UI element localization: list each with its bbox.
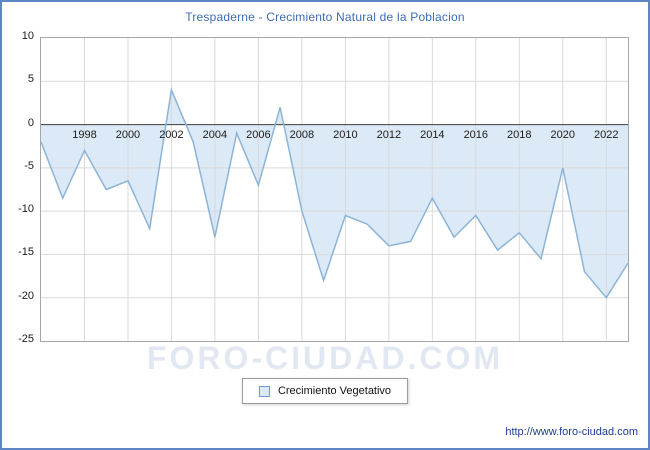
x-tick-label: 2020 bbox=[550, 128, 575, 141]
footer-url: http://www.foro-ciudad.com bbox=[505, 426, 638, 438]
x-tick-label: 2012 bbox=[376, 128, 402, 141]
x-tick-label: 2000 bbox=[115, 128, 141, 141]
area-fill bbox=[41, 89, 628, 298]
x-tick-label: 2008 bbox=[289, 128, 315, 141]
y-tick-label: 0 bbox=[27, 116, 34, 129]
y-tick-label: -5 bbox=[24, 159, 34, 172]
x-tick-label: 2014 bbox=[420, 128, 445, 141]
y-tick-label: 5 bbox=[27, 73, 34, 86]
y-tick-label: -25 bbox=[18, 333, 34, 345]
x-tick-label: 2004 bbox=[202, 128, 228, 141]
y-axis-labels: 10 5 0 -5 -10 -15 -20 -25 bbox=[2, 2, 36, 448]
x-tick-label: 2016 bbox=[463, 128, 489, 141]
page-title: Trespaderne - Crecimiento Natural de la … bbox=[185, 10, 465, 24]
x-tick-label: 2006 bbox=[246, 128, 271, 141]
y-tick-label: -15 bbox=[18, 246, 34, 259]
watermark: FORO-CIUDAD.COM bbox=[146, 340, 504, 376]
x-tick-label: 2002 bbox=[159, 128, 184, 141]
legend-marker-icon bbox=[258, 385, 270, 397]
series-line bbox=[41, 87, 628, 299]
plot-area: 1998 2000 2002 2004 2006 2008 2010 2012 2014 2016… bbox=[40, 37, 629, 342]
x-tick-label: 2022 bbox=[594, 128, 619, 141]
x-tick-label: 1998 bbox=[72, 128, 97, 141]
y-tick-label: -20 bbox=[18, 289, 34, 302]
x-tick-label: 2010 bbox=[333, 128, 358, 141]
legend: Crecimiento Vegetativo bbox=[241, 378, 409, 404]
y-tick-label: -10 bbox=[18, 203, 34, 216]
y-tick-label: 10 bbox=[21, 30, 34, 42]
legend-label: Crecimiento Vegetativo bbox=[277, 385, 392, 397]
chart-svg bbox=[41, 38, 628, 341]
x-tick-label: 2018 bbox=[507, 128, 532, 141]
